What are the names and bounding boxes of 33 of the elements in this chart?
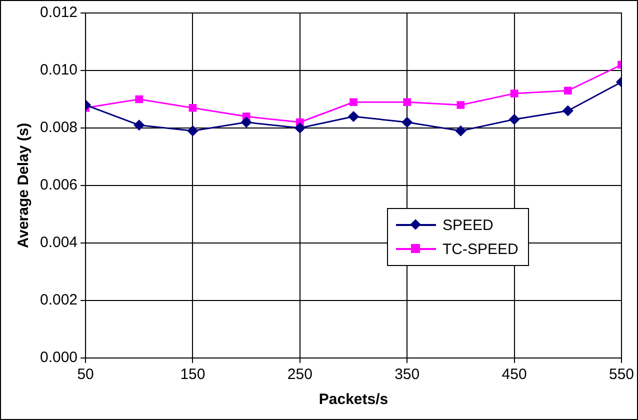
point (188, 104, 197, 112)
y-tick-label: 0.004 (40, 234, 78, 252)
legend-label: SPEED (442, 216, 494, 234)
legend-label: TC-SPEED (442, 240, 518, 258)
x-tick-label: 550 (608, 366, 634, 384)
y-tick-label: 0.012 (40, 4, 78, 22)
x-tick-label: 150 (180, 366, 206, 384)
x-tick-label: 50 (77, 366, 94, 384)
y-tick-label: 0.006 (40, 176, 78, 194)
x-axis-title: Packets/s (318, 391, 388, 408)
point (562, 106, 574, 116)
y-tick-label: 0.010 (40, 62, 78, 79)
point (348, 111, 359, 122)
point (187, 126, 198, 136)
x-tick-label: 250 (287, 366, 312, 384)
y-tick-label: 0.002 (40, 292, 78, 309)
y-tick-label: 0.008 (40, 119, 78, 136)
point (350, 98, 358, 106)
y-tick-label: 0.000 (40, 349, 78, 366)
point (294, 122, 306, 134)
point (241, 117, 252, 128)
point (510, 90, 518, 98)
point (402, 117, 412, 128)
point (134, 120, 144, 130)
point (135, 95, 144, 104)
y-axis-title: Average Delay (s) (15, 122, 32, 248)
x-tick-label: 350 (394, 366, 420, 384)
x-tick-label: 450 (502, 366, 527, 384)
point (455, 126, 466, 136)
point (456, 101, 465, 109)
point (564, 86, 572, 95)
point (403, 98, 412, 106)
point (509, 114, 520, 125)
